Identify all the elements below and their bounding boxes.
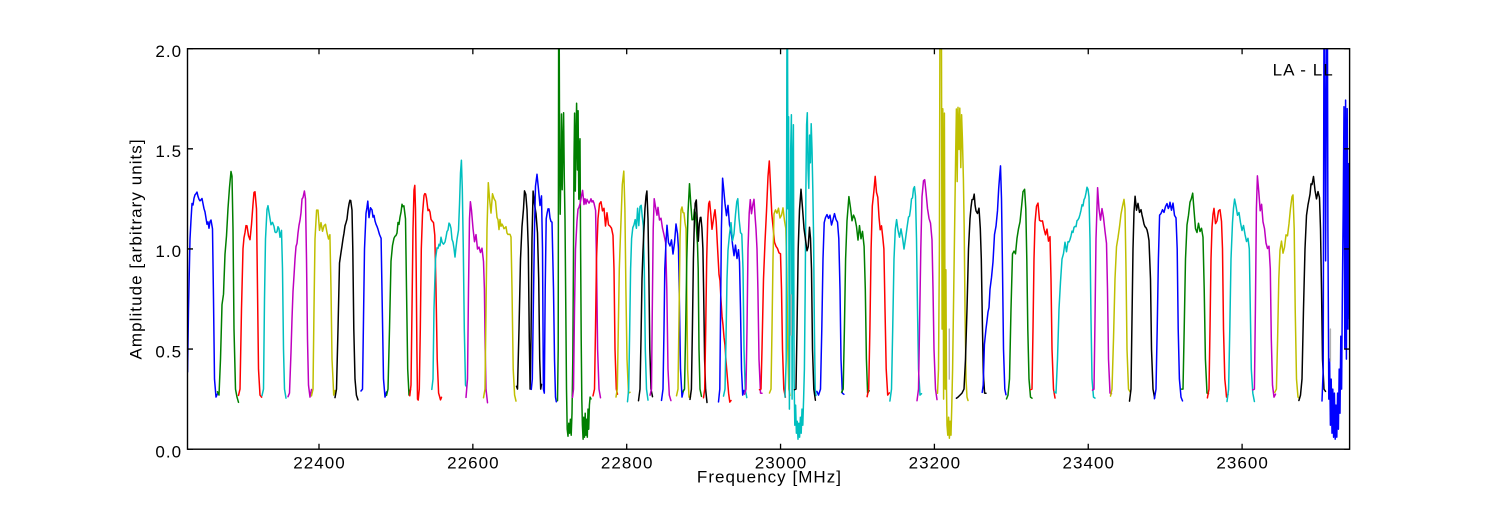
svg-text:1.0: 1.0 — [155, 242, 182, 261]
svg-text:1.5: 1.5 — [155, 142, 182, 161]
svg-text:23400: 23400 — [1063, 453, 1116, 472]
svg-text:22600: 22600 — [447, 453, 500, 472]
svg-text:LA - LL: LA - LL — [1273, 61, 1334, 80]
svg-text:23200: 23200 — [909, 453, 962, 472]
svg-text:22800: 22800 — [601, 453, 654, 472]
svg-text:2.0: 2.0 — [155, 42, 182, 61]
svg-text:23600: 23600 — [1216, 453, 1269, 472]
svg-text:0.5: 0.5 — [155, 342, 182, 361]
svg-text:0.0: 0.0 — [155, 443, 182, 462]
svg-text:22400: 22400 — [293, 453, 346, 472]
svg-text:Frequency [MHz]: Frequency [MHz] — [697, 467, 842, 486]
svg-text:Amplitude [arbitrary units]: Amplitude [arbitrary units] — [127, 138, 146, 359]
svg-text:23000: 23000 — [755, 453, 808, 472]
